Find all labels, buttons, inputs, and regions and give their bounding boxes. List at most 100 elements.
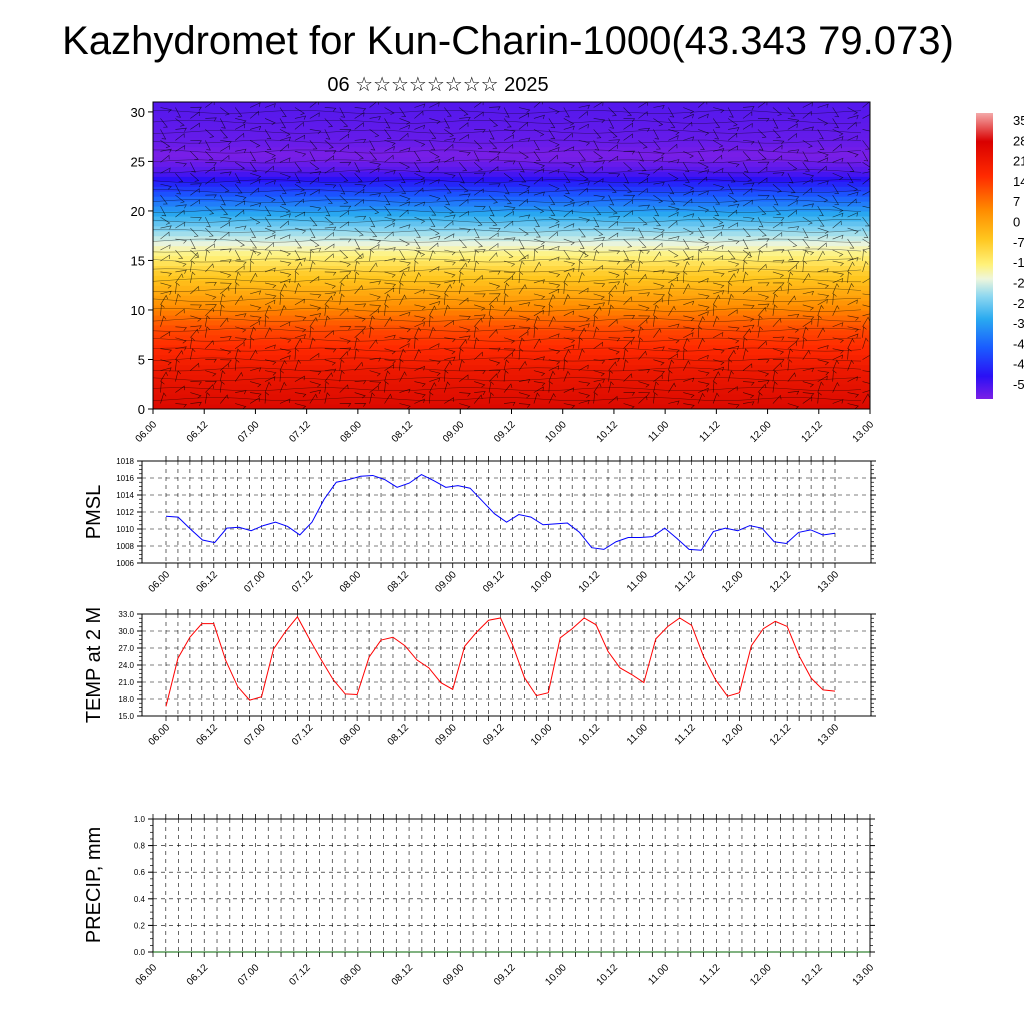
isoline (153, 139, 862, 144)
wind-barb (698, 113, 709, 119)
wind-barb (459, 374, 469, 382)
wind-barb (489, 183, 501, 188)
wind-barb (847, 249, 854, 260)
heatmap-band (153, 230, 870, 237)
wind-barb (160, 206, 167, 217)
wind-barb (862, 247, 870, 251)
wind-barb (533, 293, 546, 300)
wind-barb (205, 243, 215, 251)
wind-barb (832, 399, 844, 404)
wind-barb (249, 260, 255, 272)
wind-barb (324, 330, 334, 338)
wind-barb (235, 313, 247, 318)
wind-barb (533, 151, 541, 161)
y-axis-label: TEMP at 2 M (83, 607, 105, 723)
wind-barb (324, 206, 331, 217)
wind-barb (399, 238, 410, 247)
wind-barb (175, 209, 185, 218)
wind-barb (384, 393, 393, 404)
wind-barb (638, 273, 647, 284)
wind-barb (578, 348, 585, 360)
wind-barb (787, 337, 800, 342)
heatmap-band (153, 171, 870, 177)
x-tick-label: 13.00 (851, 419, 877, 445)
wind-barb (668, 260, 680, 267)
wind-barb (264, 234, 276, 240)
wind-barb (444, 397, 454, 404)
wind-barb (503, 351, 514, 360)
isoline (153, 209, 862, 213)
wind-barb (279, 283, 287, 295)
wind-barb (683, 283, 691, 295)
wind-barb (847, 392, 860, 398)
heatmap-band (153, 364, 870, 370)
wind-barb (563, 370, 571, 382)
wind-barb (817, 140, 825, 150)
wind-barb (832, 220, 842, 229)
wind-barb (683, 332, 694, 338)
wind-barb (414, 381, 426, 387)
wind-barb (847, 299, 858, 306)
wind-barb (817, 216, 825, 227)
wind-barb (563, 272, 571, 284)
wind-barb (249, 397, 260, 404)
wind-barb (578, 104, 590, 109)
wind-barb (757, 194, 770, 199)
wind-barb (414, 321, 425, 328)
wind-barb (638, 151, 645, 162)
wind-barb (578, 392, 591, 399)
wind-barb (369, 129, 380, 138)
wind-barb (204, 392, 211, 404)
wind-barb (369, 167, 380, 174)
wind-barb (234, 173, 241, 184)
wind-barb (250, 290, 262, 295)
wind-barb (339, 249, 349, 259)
wind-barb (354, 198, 364, 207)
wind-barb (623, 173, 630, 184)
wind-barb (384, 222, 395, 229)
wind-barb (250, 125, 262, 131)
wind-barb (309, 189, 320, 196)
wind-barb (369, 162, 382, 168)
wind-barb (429, 178, 440, 185)
wind-barb (578, 227, 586, 238)
wind-barb (698, 311, 709, 317)
wind-barb (190, 188, 200, 196)
wind-barb (518, 271, 524, 283)
colorbar-label: -42 (1013, 336, 1024, 351)
wind-barb (742, 392, 755, 399)
wind-barb (399, 326, 411, 333)
wind-barb (369, 140, 376, 151)
wind-barb (279, 348, 292, 354)
heatmap-band (153, 156, 870, 163)
heatmap-band (153, 141, 870, 148)
isoline (153, 337, 862, 342)
wind-barb (847, 256, 859, 262)
wind-barb (160, 290, 172, 296)
wind-barb (772, 144, 783, 152)
wind-barb (339, 337, 351, 344)
wind-barb (847, 173, 854, 184)
wind-barb (548, 206, 556, 216)
wind-barb (309, 247, 322, 252)
wind-barb (847, 114, 859, 120)
wind-barb (354, 337, 360, 349)
wind-barb (474, 205, 486, 210)
page-subtitle: 06 ☆☆☆☆☆☆☆☆ 2025 (327, 74, 548, 96)
wind-barb (608, 281, 621, 286)
wind-barb (668, 353, 678, 360)
wind-barb (220, 221, 230, 229)
wind-barb (414, 315, 426, 322)
heatmap-band (153, 369, 870, 375)
wind-barb (235, 390, 247, 395)
wind-barb (533, 162, 546, 169)
wind-barb (638, 238, 647, 248)
y-tick-label: 33.0 (118, 610, 134, 619)
wind-barb (668, 348, 680, 354)
wind-barb (578, 200, 589, 207)
wind-barb (727, 107, 734, 118)
wind-barb (697, 326, 703, 338)
wind-barb (369, 315, 375, 327)
wind-barb (668, 282, 675, 294)
wind-barb (474, 172, 486, 177)
